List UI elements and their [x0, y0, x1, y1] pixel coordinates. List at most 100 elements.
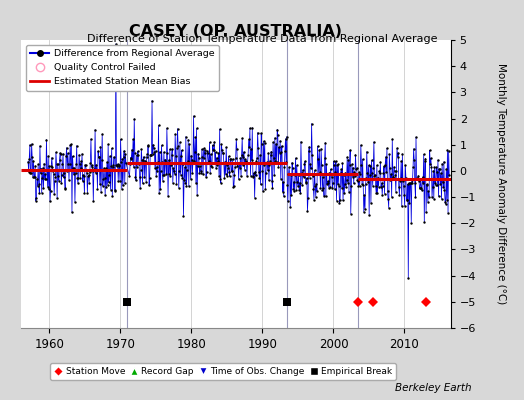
Point — [287, 192, 296, 198]
Point — [32, 194, 40, 201]
Point — [402, 174, 410, 181]
Point — [65, 177, 73, 183]
Point — [353, 177, 362, 184]
Point — [321, 155, 329, 162]
Point — [232, 155, 240, 161]
Point — [222, 171, 230, 177]
Point — [178, 147, 186, 154]
Point — [52, 161, 61, 167]
Point — [320, 193, 328, 199]
Point — [277, 149, 286, 155]
Point — [380, 163, 388, 170]
Point — [403, 196, 411, 203]
Point — [292, 162, 301, 168]
Point — [379, 170, 388, 176]
Point — [116, 178, 124, 184]
Point — [443, 196, 451, 203]
Point — [157, 168, 165, 174]
Point — [45, 186, 53, 193]
Text: Berkeley Earth: Berkeley Earth — [395, 383, 472, 393]
Point — [286, 171, 294, 177]
Point — [180, 176, 188, 183]
Point — [138, 156, 146, 163]
Point — [240, 149, 248, 155]
Point — [196, 163, 204, 170]
Point — [288, 164, 297, 171]
Point — [417, 184, 425, 191]
Point — [205, 158, 213, 164]
Point — [119, 182, 127, 189]
Point — [36, 143, 44, 149]
Point — [245, 136, 253, 143]
Point — [70, 171, 78, 178]
Point — [282, 159, 290, 165]
Point — [42, 136, 51, 143]
Point — [151, 148, 160, 154]
Point — [342, 184, 350, 191]
Point — [436, 170, 445, 177]
Point — [137, 167, 145, 174]
Point — [345, 162, 354, 168]
Point — [216, 176, 224, 182]
Point — [53, 195, 61, 202]
Point — [412, 134, 420, 140]
Point — [227, 156, 235, 162]
Point — [424, 188, 433, 194]
Point — [305, 174, 314, 181]
Point — [419, 180, 427, 186]
Point — [46, 198, 54, 205]
Point — [113, 161, 122, 167]
Legend: Station Move, Record Gap, Time of Obs. Change, Empirical Break: Station Move, Record Gap, Time of Obs. C… — [50, 364, 396, 380]
Point — [389, 174, 397, 180]
Point — [149, 142, 157, 148]
Point — [426, 160, 434, 167]
Point — [106, 186, 115, 193]
Point — [303, 175, 311, 181]
Point — [405, 180, 413, 186]
Point — [375, 183, 383, 190]
Point — [43, 184, 52, 190]
Point — [257, 130, 265, 136]
Point — [423, 182, 431, 188]
Point — [225, 169, 233, 176]
Point — [272, 141, 280, 147]
Point — [133, 164, 141, 170]
Point — [45, 163, 53, 170]
Point — [362, 181, 370, 188]
Point — [399, 178, 407, 184]
Point — [49, 168, 57, 175]
Point — [429, 184, 437, 190]
Point — [68, 209, 76, 215]
Point — [126, 154, 135, 161]
Point — [346, 147, 354, 153]
Point — [49, 171, 58, 178]
Point — [68, 153, 77, 160]
Point — [153, 168, 161, 174]
Point — [94, 148, 102, 154]
Point — [175, 168, 183, 174]
Point — [215, 126, 224, 132]
Point — [365, 212, 373, 218]
Point — [397, 158, 406, 164]
Point — [310, 196, 318, 203]
Point — [242, 160, 250, 166]
Point — [202, 173, 210, 180]
Point — [188, 170, 196, 176]
Point — [173, 145, 181, 151]
Point — [422, 209, 430, 216]
Point — [84, 172, 93, 178]
Point — [258, 141, 266, 147]
Point — [34, 161, 42, 168]
Point — [303, 208, 312, 214]
Point — [83, 170, 91, 177]
Point — [312, 181, 321, 187]
Point — [273, 126, 281, 133]
Point — [363, 148, 371, 155]
Point — [436, 180, 444, 187]
Text: Difference of Station Temperature Data from Regional Average: Difference of Station Temperature Data f… — [87, 34, 437, 44]
Point — [202, 169, 211, 175]
Point — [445, 172, 453, 178]
Point — [157, 142, 166, 148]
Point — [407, 219, 416, 226]
Point — [104, 141, 112, 148]
